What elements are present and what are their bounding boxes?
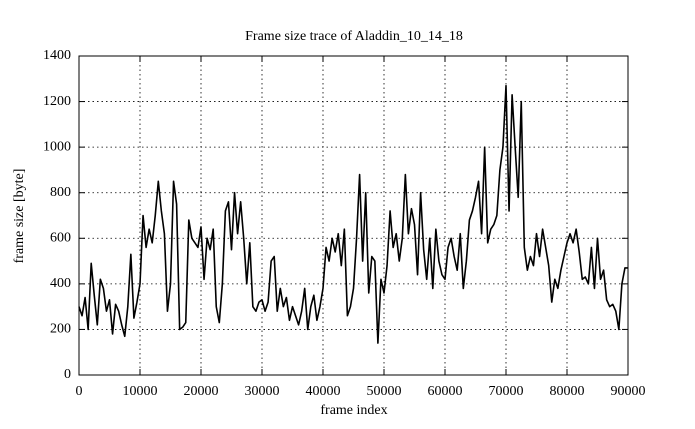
data-line bbox=[78, 84, 628, 344]
x-tick-label: 40000 bbox=[306, 384, 341, 399]
y-axis-label: frame size [byte] bbox=[12, 169, 27, 264]
x-tick-label: 30000 bbox=[245, 384, 280, 399]
chart-title: Frame size trace of Aladdin_10_14_18 bbox=[245, 29, 463, 44]
x-tick-label: 50000 bbox=[367, 384, 402, 399]
x-axis-label: frame index bbox=[320, 403, 387, 418]
x-tick-label: 90000 bbox=[611, 384, 646, 399]
y-tick-label: 1200 bbox=[43, 94, 71, 109]
y-tick-label: 1000 bbox=[43, 139, 71, 154]
y-tick-label: 0 bbox=[64, 367, 71, 382]
x-tick-label: 20000 bbox=[184, 384, 219, 399]
x-tick-label: 80000 bbox=[550, 384, 585, 399]
y-tick-label: 400 bbox=[50, 276, 71, 291]
y-tick-label: 600 bbox=[50, 231, 71, 246]
y-tick-label: 800 bbox=[50, 185, 71, 200]
x-tick-label: 10000 bbox=[123, 384, 158, 399]
y-tick-label: 1400 bbox=[43, 48, 71, 63]
plot-frame bbox=[78, 55, 629, 376]
y-tick-label: 200 bbox=[50, 322, 71, 337]
x-tick-label: 0 bbox=[76, 384, 83, 399]
x-tick-label: 60000 bbox=[428, 384, 463, 399]
x-tick-label: 70000 bbox=[489, 384, 524, 399]
